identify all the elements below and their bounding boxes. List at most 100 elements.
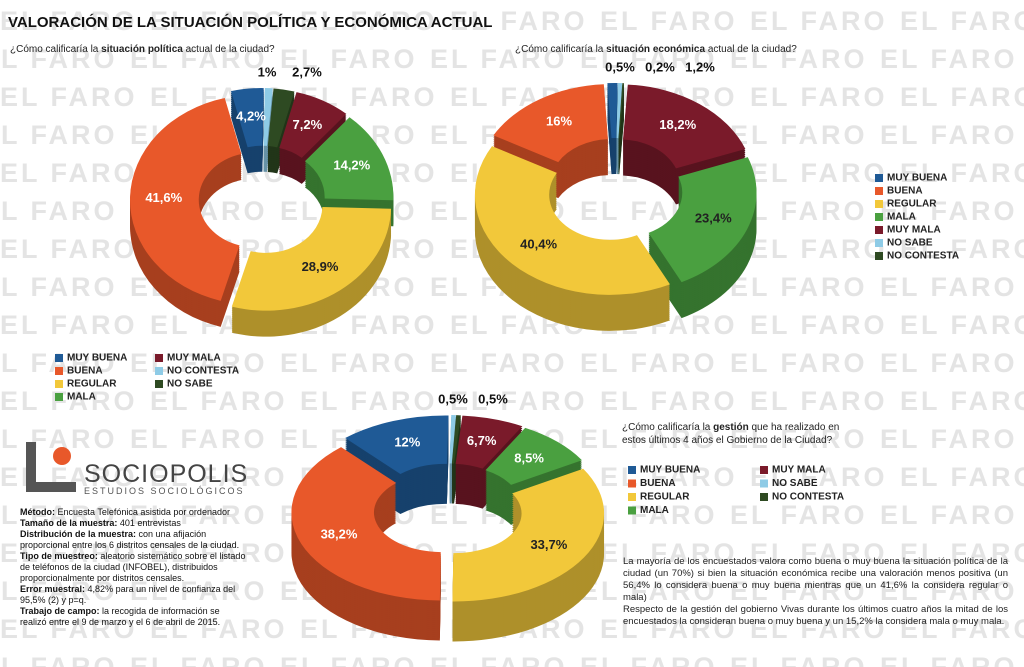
- method-item: Trabajo de campo: la recogida de informa…: [20, 606, 246, 628]
- legend-label: MUY BUENA: [887, 173, 947, 184]
- donut-chart: 1% 2,7% 7,2% 14,2% 28,9% 41,6% 4,2% MUY BUENA BU…: [55, 64, 394, 403]
- watermark-text: EL FARO: [430, 652, 568, 667]
- legend-label: MUY MALA: [887, 225, 941, 236]
- watermark-text: EL FARO: [730, 120, 868, 150]
- summary-paragraph: Respecto de la gestión del gobierno Viva…: [623, 604, 1008, 627]
- value-label: 38,2%: [321, 527, 358, 542]
- watermark-text: EL FARO: [580, 44, 718, 74]
- watermark-text: EL FARO: [0, 82, 138, 112]
- value-label: 1,2%: [685, 59, 715, 74]
- watermark-text: EL FARO: [0, 44, 118, 74]
- method-item: Tipo de muestreo: aleatorio sistemático …: [20, 551, 246, 584]
- segment: [452, 468, 605, 602]
- q-text: ¿Cómo calificaría la: [10, 44, 102, 55]
- q-text: actual de la ciudad?: [182, 44, 275, 55]
- watermark-text: EL FARO: [580, 424, 718, 454]
- watermark-text: EL FARO: [750, 310, 888, 340]
- watermark-text: EL FARO: [900, 310, 1024, 340]
- watermark-text: EL FARO: [0, 386, 138, 416]
- watermark-text: EL FARO: [730, 576, 868, 606]
- legend-swatch: [155, 354, 163, 362]
- watermark-text: EL FARO: [0, 576, 118, 606]
- segment: [623, 84, 746, 169]
- question: ¿Cómo calificaría la gestión que ha real…: [622, 421, 862, 447]
- value-label: 16%: [546, 114, 572, 129]
- method-text: con una afijación proporcional entre los…: [20, 529, 240, 550]
- segment: [493, 84, 608, 163]
- watermark-text: EL FARO: [750, 614, 888, 644]
- watermark-text: EL FARO: [130, 348, 268, 378]
- segment: [474, 146, 671, 295]
- watermark-text: EL FARO: [150, 614, 288, 644]
- q-text: que ha realizado en estos últimos 4 años…: [622, 422, 840, 446]
- segment: [451, 415, 461, 464]
- watermark-text: EL FARO: [880, 424, 1018, 454]
- segment: [130, 98, 242, 301]
- legend-label: MUY BUENA: [640, 465, 700, 476]
- watermark-text: EL FARO: [0, 272, 118, 302]
- segment: [279, 92, 347, 158]
- watermark-text: EL FARO: [750, 82, 888, 112]
- watermark-text: EL FARO: [150, 6, 288, 36]
- value-label: 6,7%: [467, 433, 497, 448]
- watermark-text: EL FARO: [580, 652, 718, 667]
- value-label: 33,7%: [530, 537, 567, 552]
- watermark-text: EL FARO: [450, 386, 588, 416]
- watermark-text: EL FARO: [150, 538, 288, 568]
- legend-swatch: [55, 393, 63, 401]
- watermark-text: EL FARO: [450, 6, 588, 36]
- value-label: 0,5%: [478, 391, 508, 406]
- watermark-text: EL FARO: [0, 538, 138, 568]
- segment: [455, 415, 523, 469]
- donut-chart: 0,5% 0,2% 18,2% 23,4% 40,4% 16% 1,2% MUY BUENA B…: [474, 59, 959, 331]
- watermark-text: EL FARO: [0, 614, 138, 644]
- logo: SOCIOPOLIS ESTUDIOS SOCIOLÓGICOS: [22, 438, 252, 498]
- watermark-text: EL FARO: [880, 500, 1018, 530]
- method-label: Trabajo de campo:: [20, 606, 100, 616]
- q-text: ¿Cómo calificaría la: [622, 422, 714, 433]
- watermark-text: EL FARO: [580, 576, 718, 606]
- watermark-text: EL FARO: [130, 576, 268, 606]
- watermark-text: EL FARO: [280, 44, 418, 74]
- legend-label: REGULAR: [640, 492, 690, 503]
- watermark-text: EL FARO: [300, 6, 438, 36]
- watermark-text: EL FARO: [730, 424, 868, 454]
- legend-swatch: [875, 239, 883, 247]
- watermark-text: EL FARO: [600, 386, 738, 416]
- watermark-text: EL FARO: [880, 120, 1018, 150]
- watermark-text: EL FARO: [600, 462, 738, 492]
- value-label: 7,2%: [293, 117, 323, 132]
- method-text: aleatorio sistemático sobre el listado d…: [20, 551, 246, 583]
- donut-chart: 0,5% 0,5% 6,7% 8,5% 33,7% 38,2% 12% MUY BUENA BU…: [291, 391, 844, 642]
- watermark-text: EL FARO: [900, 386, 1024, 416]
- value-label: 14,2%: [333, 158, 370, 173]
- watermark-text: EL FARO: [280, 348, 418, 378]
- legend-swatch: [55, 354, 63, 362]
- value-label: 2,7%: [292, 64, 322, 79]
- watermark-text: EL FARO: [580, 348, 718, 378]
- value-label: 1%: [258, 64, 277, 79]
- legend-label: MALA: [67, 392, 96, 403]
- segment: [607, 83, 618, 139]
- segment: [267, 88, 295, 148]
- watermark-text: EL FARO: [900, 6, 1024, 36]
- value-label: 8,5%: [514, 450, 544, 465]
- segment: [485, 427, 582, 485]
- legend-swatch: [875, 200, 883, 208]
- q-bold: situación política: [101, 44, 183, 55]
- watermark-text: EL FARO: [0, 234, 138, 264]
- q-bold: situación económica: [606, 44, 706, 55]
- watermark-text: EL FARO: [430, 44, 568, 74]
- watermark-text: EL FARO: [300, 386, 438, 416]
- method-item: Método: Encuesta Telefónica asistida por…: [20, 507, 246, 518]
- method-block: Método: Encuesta Telefónica asistida por…: [20, 507, 246, 628]
- legend-swatch: [628, 479, 636, 488]
- watermark-text: EL FARO: [900, 538, 1024, 568]
- legend-swatch: [875, 187, 883, 195]
- value-label: 0,5%: [438, 391, 468, 406]
- value-label: 12%: [394, 435, 420, 450]
- method-text: 4,82% para un nivel de confianza del 95,…: [20, 584, 236, 605]
- segment: [230, 88, 264, 148]
